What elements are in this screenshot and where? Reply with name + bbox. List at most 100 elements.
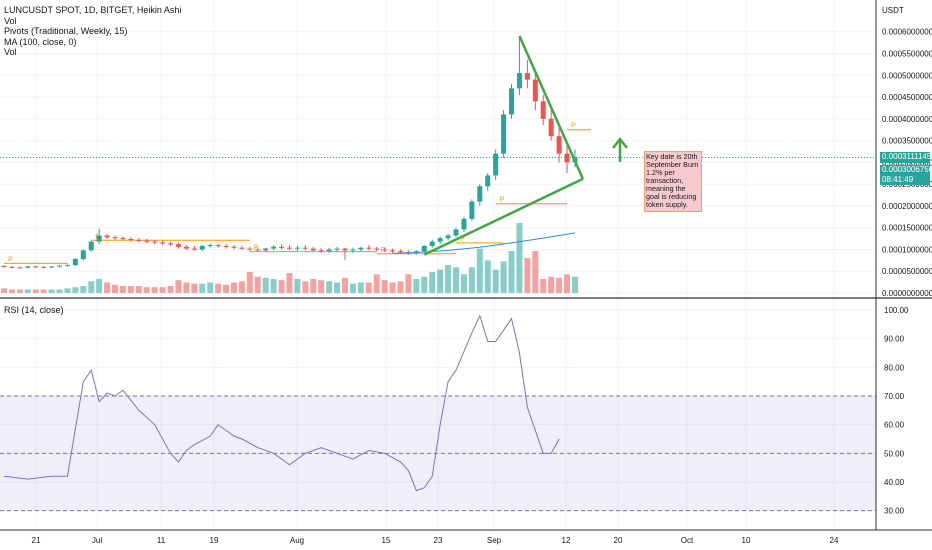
rsi-tick-label: 60.00: [884, 421, 905, 430]
annotation-note[interactable]: Key date is 20th September Burn 1.2% per…: [644, 151, 702, 212]
volume-bar: [437, 269, 444, 293]
volume-bar: [524, 258, 531, 293]
candle-body: [64, 265, 70, 267]
current-price-tag: 0.0003006750 08:41:49: [880, 165, 932, 185]
volume-bar: [445, 265, 452, 293]
volume-bar: [104, 282, 111, 293]
time-tick-label: 11: [157, 536, 166, 545]
rsi-tick-label: 100.00: [884, 306, 909, 315]
legend-vol[interactable]: Vol: [4, 15, 17, 26]
volume-bar: [326, 281, 333, 293]
pivot-label: P: [460, 236, 465, 243]
candle-body: [271, 246, 277, 249]
candle-body: [382, 249, 388, 251]
volume-bar: [468, 267, 475, 293]
volume-bar: [532, 251, 539, 293]
volume-bar: [8, 289, 15, 293]
chart-title[interactable]: LUNCUSDT SPOT, 1D, BITGET, Heikin Ashi: [4, 5, 182, 15]
candle-body: [548, 118, 554, 137]
ma-100-line: [392, 232, 576, 254]
candle-body: [223, 245, 229, 247]
pivot-label: P: [8, 256, 13, 263]
candle-body: [160, 242, 166, 244]
time-tick-label: Aug: [290, 536, 304, 545]
legend-ma[interactable]: MA (100, close, 0): [4, 36, 77, 47]
rsi-series-line: [3, 314, 560, 492]
candle-body: [263, 248, 269, 251]
volume-bar: [32, 289, 39, 293]
volume-bar: [310, 279, 317, 293]
volume-bar: [460, 274, 467, 293]
pivot-label: P: [571, 123, 576, 130]
volume-bar: [183, 282, 190, 293]
time-tick-label: 15: [382, 536, 391, 545]
candle-body: [350, 249, 356, 251]
candle-body: [255, 249, 261, 251]
volume-bar: [96, 279, 103, 293]
candle-body: [429, 241, 435, 246]
price-tick-label: 0.0000000000: [882, 289, 932, 298]
time-tick-label: 12: [562, 536, 571, 545]
volume-bar: [24, 289, 31, 293]
legend-vol-2[interactable]: Vol: [4, 47, 17, 57]
candle-body: [96, 235, 102, 242]
candle-body: [168, 243, 174, 245]
candle-body: [421, 245, 427, 252]
volume-bar: [571, 276, 578, 293]
volume-bar: [381, 280, 388, 293]
candle-body: [445, 235, 451, 239]
volume-bar: [357, 282, 364, 293]
volume-bar: [318, 280, 325, 293]
rsi-tick-label: 70.00: [884, 392, 905, 401]
time-tick-label: 24: [830, 536, 839, 545]
candle-body: [191, 248, 197, 250]
last-price-tag: 0.0003111145: [880, 152, 932, 163]
candle-body: [41, 266, 47, 268]
volume-bar: [246, 272, 253, 293]
pivot-label: P: [500, 197, 505, 204]
volume-bar: [373, 274, 380, 293]
candle-body: [25, 266, 31, 268]
price-tick-label: 0.0004500000: [882, 93, 932, 102]
legend-pivots[interactable]: Pivots (Traditional, Weekly, 15): [4, 26, 128, 36]
volume-bar: [207, 282, 214, 293]
candle-body: [279, 246, 285, 248]
volume-bar: [143, 287, 150, 293]
candle-body: [144, 240, 150, 242]
volume-bar: [16, 289, 23, 293]
time-tick-label: 23: [434, 536, 443, 545]
candle-body: [175, 244, 181, 247]
candle-body: [9, 266, 15, 268]
up-arrow-head: [612, 136, 628, 149]
candle-body: [461, 218, 467, 230]
candle-body: [358, 247, 364, 250]
volume-bar: [40, 289, 47, 293]
volume-bar: [334, 282, 341, 293]
volume-bars: [1, 223, 578, 293]
volume-bar: [88, 281, 95, 293]
candle-body: [17, 267, 23, 269]
price-tick-label: 0.0005000000: [882, 71, 932, 80]
volume-bar: [135, 286, 142, 293]
volume-bar: [564, 274, 571, 293]
candle-body: [493, 153, 499, 176]
current-price: 0.0003006750: [882, 165, 932, 174]
volume-bar: [302, 281, 309, 293]
price-tick-label: 0.0000500000: [882, 267, 932, 276]
candle-body: [469, 201, 475, 219]
volume-bar: [191, 283, 198, 293]
candle-body: [366, 247, 372, 249]
trend-lines: [0, 35, 876, 256]
candle-body: [49, 266, 55, 268]
volume-bar: [413, 279, 420, 293]
candle-body: [294, 247, 300, 249]
volume-bar: [548, 276, 555, 293]
candle-body: [453, 229, 459, 236]
candle-body: [477, 186, 483, 202]
candle-body: [342, 248, 348, 251]
candle-body: [374, 248, 380, 250]
rsi-legend[interactable]: RSI (14, close): [4, 305, 64, 315]
price-tick-label: 0.0005500000: [882, 49, 932, 58]
volume-bar: [167, 286, 174, 293]
